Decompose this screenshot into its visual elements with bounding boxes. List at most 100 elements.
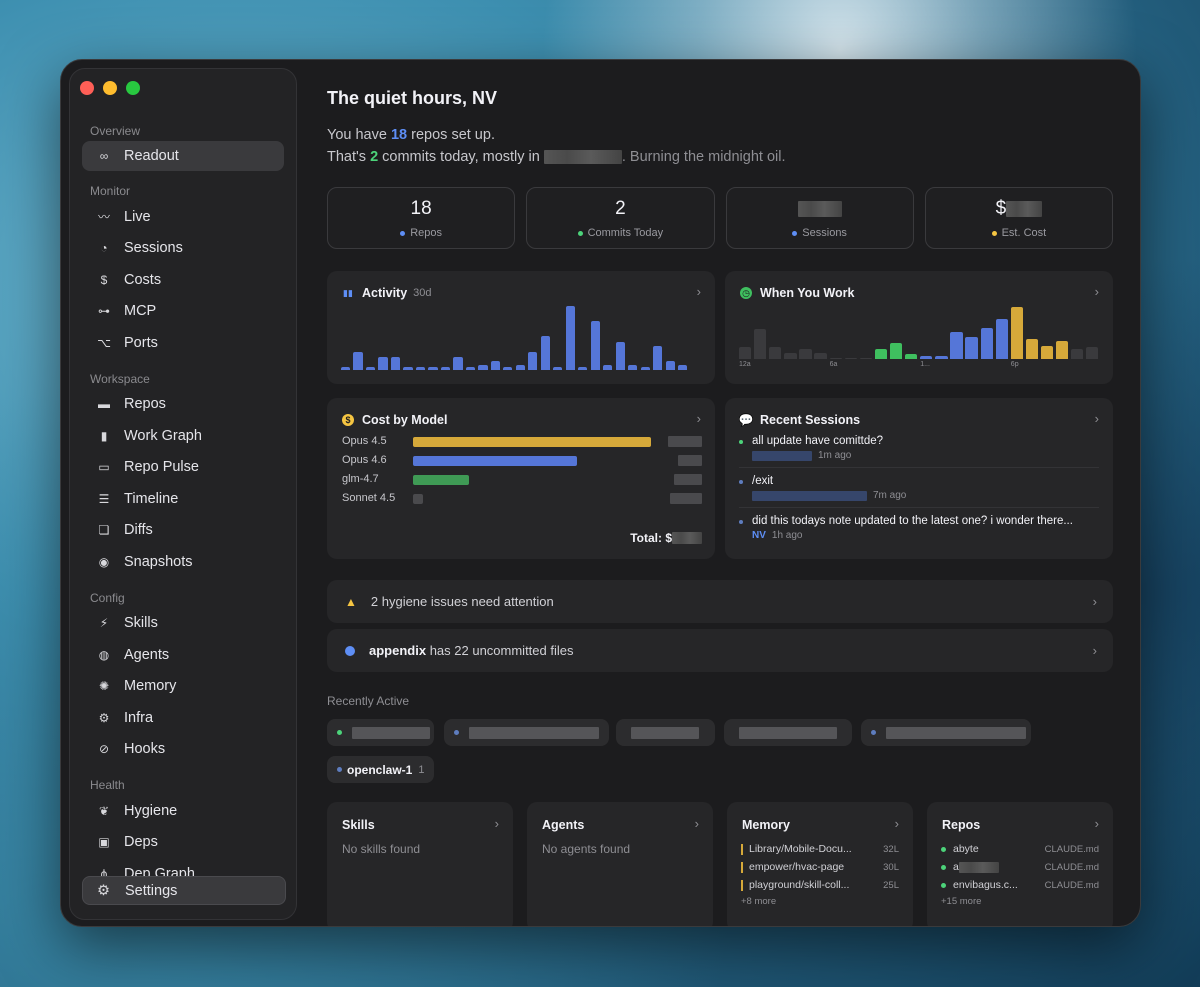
- bar-chart-icon: ▮▮: [343, 287, 353, 298]
- sidebar-item-mcp[interactable]: ⊶ MCP: [70, 296, 296, 328]
- sidebar-item-agents[interactable]: ◍ Agents: [70, 639, 296, 671]
- repo-row[interactable]: abyte CLAUDE.md: [941, 840, 1099, 858]
- activity-bar: [665, 360, 675, 370]
- activity-bar: [365, 366, 376, 370]
- repos-list: abyte CLAUDE.md a CLAUDE.md envibagus.c... CL…: [941, 840, 1099, 907]
- stat-repos[interactable]: 18 Repos: [327, 187, 516, 249]
- model-name: glm-4.7: [342, 473, 379, 485]
- session-item[interactable]: did this todays note updated to the late…: [739, 515, 1099, 541]
- dollar-icon: $: [100, 272, 108, 287]
- chip-label: openclaw-1: [347, 762, 413, 777]
- status-dot-icon: [345, 645, 355, 656]
- activity-card[interactable]: ▮▮ Activity 30d ›: [327, 271, 715, 384]
- sidebar-item-label: Repo Pulse: [124, 459, 199, 476]
- camera-icon: ◉: [98, 554, 110, 569]
- sidebar-item-sessions[interactable]: ◔ Sessions: [70, 233, 296, 265]
- people-icon: ◍: [98, 647, 110, 662]
- nav-section-label: Overview: [90, 124, 141, 138]
- session-item[interactable]: all update have comittde? 1m ago: [739, 435, 1099, 468]
- uncommitted-alert[interactable]: appendix has 22 uncommitted files ›: [327, 629, 1113, 672]
- sidebar-item-repo-pulse[interactable]: ▭ Repo Pulse: [70, 452, 296, 484]
- sidebar-item-label: Deps: [124, 834, 158, 851]
- stat-sessions[interactable]: Sessions: [725, 187, 914, 249]
- memory-more[interactable]: +8 more: [741, 896, 777, 907]
- recent-repo-chip[interactable]: [444, 719, 609, 746]
- recent-repo-chip[interactable]: openclaw-1 1: [327, 756, 434, 783]
- settings-button[interactable]: ⚙ Settings: [82, 876, 286, 905]
- memory-row[interactable]: playground/skill-coll... 25L: [741, 876, 899, 894]
- sidebar-item-costs[interactable]: $ Costs: [70, 264, 296, 296]
- sidebar-item-memory[interactable]: ✺ Memory: [70, 671, 296, 703]
- repos-more[interactable]: +15 more: [941, 896, 982, 907]
- stat-commits-today[interactable]: 2 Commits Today: [526, 187, 715, 249]
- sidebar-item-live[interactable]: 〰 Live: [70, 201, 296, 233]
- minimize-button[interactable]: [103, 81, 117, 95]
- redacted-repo-name: [886, 726, 1026, 739]
- memory-row[interactable]: Library/Mobile-Docu... 32L: [741, 840, 899, 858]
- sidebar-item-skills[interactable]: ⚡ Skills: [70, 608, 296, 640]
- warning-icon: ▲: [345, 594, 357, 609]
- zoom-button[interactable]: [126, 81, 140, 95]
- hour-bar: [1040, 346, 1054, 359]
- sidebar-item-label: Timeline: [124, 490, 179, 507]
- sidebar-item-hygiene[interactable]: ❦ Hygiene: [70, 795, 296, 827]
- sidebar-item-infra[interactable]: ⚙ Infra: [70, 702, 296, 734]
- memory-card[interactable]: Memory › Library/Mobile-Docu... 32L empowe…: [727, 802, 913, 926]
- sidebar-item-label: Infra: [124, 709, 154, 726]
- sidebar-item-ports[interactable]: ⌥ Ports: [70, 327, 296, 359]
- session-prompt: all update have comittde?: [739, 435, 1099, 447]
- activity-bar: [440, 366, 451, 370]
- stat-label: Commits Today: [587, 227, 664, 239]
- sidebar-item-snapshots[interactable]: ◉ Snapshots: [70, 546, 296, 578]
- model-name: Opus 4.5: [342, 435, 387, 447]
- session-item[interactable]: /exit 7m ago: [739, 475, 1099, 508]
- redacted-value: [797, 201, 842, 217]
- cost-bar: [413, 437, 651, 447]
- cost-bar: [413, 494, 423, 504]
- memory-row[interactable]: empower/hvac-page 30L: [741, 858, 899, 876]
- memory-list: Library/Mobile-Docu... 32L empower/hvac-pa…: [741, 840, 899, 907]
- agents-card[interactable]: Agents › No agents found: [527, 802, 713, 926]
- activity-bar: [590, 321, 600, 370]
- memory-path: playground/skill-coll...: [749, 879, 850, 891]
- hour-bar: [889, 343, 903, 359]
- repo-row[interactable]: envibagus.c... CLAUDE.md: [941, 876, 1099, 894]
- memory-title: Memory: [742, 818, 790, 832]
- graph-icon: ⋔: [98, 866, 110, 881]
- agents-title: Agents: [542, 818, 585, 832]
- activity-bar: [528, 352, 538, 370]
- session-time: 1h ago: [771, 530, 803, 541]
- recent-repo-chip[interactable]: [724, 719, 852, 746]
- sidebar-item-label: Repos: [124, 396, 166, 413]
- status-dot-icon: [577, 230, 583, 236]
- sidebar-item-timeline[interactable]: ☰ Timeline: [70, 483, 296, 515]
- stat-est-cost[interactable]: $ Est. Cost: [924, 187, 1113, 249]
- recent-repo-chip[interactable]: [616, 719, 715, 746]
- close-button[interactable]: [80, 81, 94, 95]
- sidebar-item-work-graph[interactable]: ▮ Work Graph: [70, 420, 296, 452]
- status-dot-icon: [991, 230, 997, 236]
- sidebar-item-diffs[interactable]: ❏ Diffs: [70, 515, 296, 547]
- memory-marker: [741, 843, 743, 855]
- sidebar-item-readout[interactable]: ∞ Readout: [82, 141, 284, 171]
- chevron-right-icon: ›: [1094, 816, 1099, 831]
- sidebar-item-hooks[interactable]: ⊘ Hooks: [70, 734, 296, 766]
- activity-bar: [478, 364, 488, 370]
- cost-by-model-card[interactable]: $ Cost by Model › Opus 4.5 Opus 4.6 glm-4.…: [327, 398, 715, 559]
- repos-card[interactable]: Repos › abyte CLAUDE.md a CLAUDE.md envibagu…: [927, 802, 1113, 926]
- sidebar-item-repos[interactable]: ▬ Repos: [70, 389, 296, 421]
- when-you-work-card[interactable]: ◷ When You Work › 12a 6a 1... 6p: [725, 271, 1113, 384]
- recent-repo-chip[interactable]: [327, 719, 434, 746]
- recent-repo-chip[interactable]: [861, 719, 1031, 746]
- hour-bar: [995, 319, 1008, 359]
- stat-value: [797, 197, 842, 221]
- skills-card[interactable]: Skills › No skills found: [327, 802, 513, 926]
- sidebar-item-label: Hygiene: [124, 802, 178, 819]
- hour-bar: [844, 358, 857, 359]
- sidebar-item-deps[interactable]: ▣ Deps: [70, 827, 296, 859]
- repo-row[interactable]: a CLAUDE.md: [941, 858, 1099, 876]
- sidebar-item-label: Live: [124, 208, 151, 225]
- hygiene-alert[interactable]: ▲ 2 hygiene issues need attention ›: [327, 580, 1113, 623]
- recent-sessions-card[interactable]: 💬 Recent Sessions › all update have comi…: [725, 398, 1113, 559]
- cost-row: glm-4.7: [342, 473, 702, 487]
